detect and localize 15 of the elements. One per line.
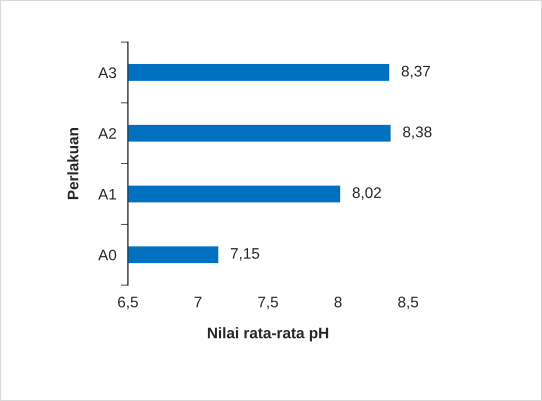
y-axis-title: Perlakuan — [67, 128, 78, 200]
data-label: 8,37 — [402, 66, 430, 78]
x-tick-label: 7,5 — [258, 296, 278, 310]
x-tick-label: 8 — [334, 296, 342, 308]
y-tick-label: A0 — [98, 250, 116, 260]
y-tick-label: A2 — [98, 128, 116, 139]
data-label: 8,02 — [352, 187, 381, 200]
x-axis-title: Nilai rata-rata pH — [208, 327, 328, 342]
data-label: 8,38 — [403, 126, 432, 140]
x-tick-label: 8,5 — [398, 296, 418, 310]
y-tick-label: A3 — [98, 67, 116, 78]
data-label: 7,15 — [230, 248, 260, 261]
y-tick-label: A1 — [98, 189, 116, 200]
x-tick-label: 6,5 — [118, 296, 138, 310]
x-tick-label: 7 — [194, 296, 202, 308]
